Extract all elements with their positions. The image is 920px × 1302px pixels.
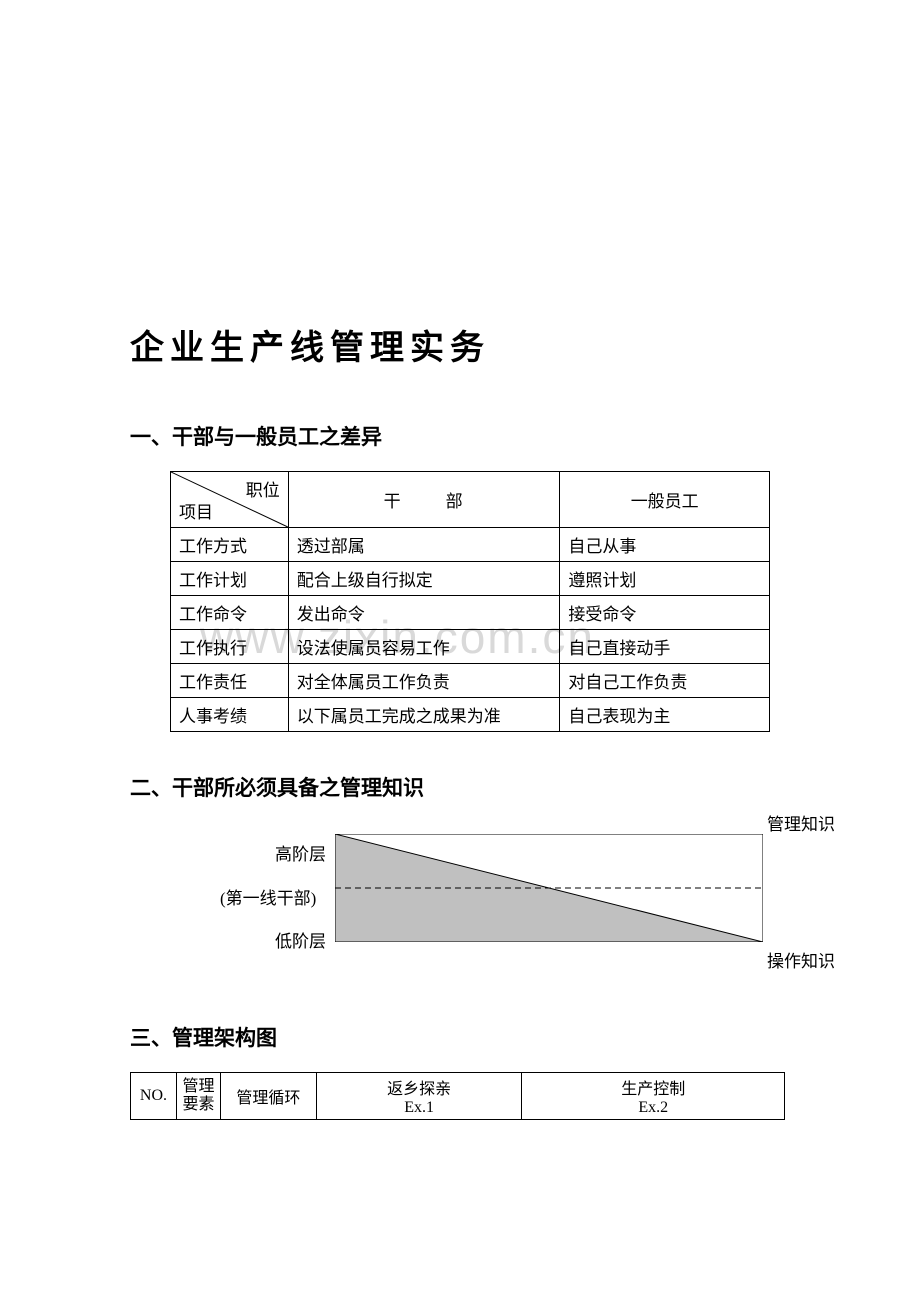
header-col2: 干 部 <box>288 472 560 528</box>
cell: 对全体属员工作负责 <box>288 664 560 698</box>
knowledge-diagram: 管理知识 高阶层 (第一线干部) 低阶层 操作知识 <box>220 822 820 992</box>
table-row: 工作执行 设法使属员容易工作 自己直接动手 <box>171 630 770 664</box>
table-row: 人事考绩 以下属员工完成之成果为准 自己表现为主 <box>171 698 770 732</box>
header-col3: 一般员工 <box>560 472 770 528</box>
header-element-l2: 要素 <box>182 1096 214 1113</box>
label-l2: (第一线干部) <box>220 884 316 909</box>
cell: 工作执行 <box>171 630 289 664</box>
table-row: 职位 项目 干 部 一般员工 <box>171 472 770 528</box>
section2-heading: 二、干部所必须具备之管理知识 <box>130 772 800 802</box>
header-no: NO. <box>131 1073 177 1120</box>
header-ex2: 生产控制 Ex.2 <box>522 1073 785 1120</box>
header-ex1-l2: Ex.1 <box>404 1099 434 1116</box>
main-title: 企业生产线管理实务 <box>130 320 800 369</box>
table-row: 工作方式 透过部属 自己从事 <box>171 528 770 562</box>
cell: 接受命令 <box>560 596 770 630</box>
header-ex2-l2: Ex.2 <box>638 1099 668 1116</box>
table-row: 工作责任 对全体属员工作负责 对自己工作负责 <box>171 664 770 698</box>
header-element: 管理 要素 <box>176 1073 220 1120</box>
cell: 工作计划 <box>171 562 289 596</box>
header-ex2-l1: 生产控制 <box>621 1081 685 1098</box>
header-ex1: 返乡探亲 Ex.1 <box>316 1073 522 1120</box>
cell: 工作责任 <box>171 664 289 698</box>
cell: 设法使属员容易工作 <box>288 630 560 664</box>
table-differences: 职位 项目 干 部 一般员工 工作方式 透过部属 自己从事 工作计划 配合上级自… <box>170 471 770 732</box>
header-cycle: 管理循环 <box>220 1073 316 1120</box>
header-ex1-l1: 返乡探亲 <box>387 1081 451 1098</box>
cell: 遵照计划 <box>560 562 770 596</box>
section1-heading: 一、干部与一般员工之差异 <box>130 421 800 451</box>
diag-header-top: 职位 <box>246 476 280 501</box>
cell: 自己直接动手 <box>560 630 770 664</box>
label-bottom: 操作知识 <box>767 947 835 972</box>
cell: 工作命令 <box>171 596 289 630</box>
cell: 配合上级自行拟定 <box>288 562 560 596</box>
table-framework: NO. 管理 要素 管理循环 返乡探亲 Ex.1 生产控制 Ex.2 <box>130 1072 785 1120</box>
table-row: 工作计划 配合上级自行拟定 遵照计划 <box>171 562 770 596</box>
table-row: NO. 管理 要素 管理循环 返乡探亲 Ex.1 生产控制 Ex.2 <box>131 1073 785 1120</box>
cell: 以下属员工完成之成果为准 <box>288 698 560 732</box>
cell: 人事考绩 <box>171 698 289 732</box>
triangle-chart-icon <box>335 834 763 942</box>
page-content: 企业生产线管理实务 一、干部与一般员工之差异 职位 项目 干 部 一般员工 工作… <box>0 0 920 1120</box>
label-l3: 低阶层 <box>275 927 326 952</box>
label-top: 管理知识 <box>767 810 835 835</box>
cell: 自己从事 <box>560 528 770 562</box>
section3-heading: 三、管理架构图 <box>130 1022 800 1052</box>
cell: 对自己工作负责 <box>560 664 770 698</box>
header-element-l1: 管理 <box>182 1078 214 1095</box>
diag-header-cell: 职位 项目 <box>171 472 289 528</box>
cell: 自己表现为主 <box>560 698 770 732</box>
label-l1: 高阶层 <box>275 840 326 865</box>
cell: 发出命令 <box>288 596 560 630</box>
cell: 透过部属 <box>288 528 560 562</box>
cell: 工作方式 <box>171 528 289 562</box>
diag-header-bottom: 项目 <box>179 498 213 523</box>
table-row: 工作命令 发出命令 接受命令 <box>171 596 770 630</box>
